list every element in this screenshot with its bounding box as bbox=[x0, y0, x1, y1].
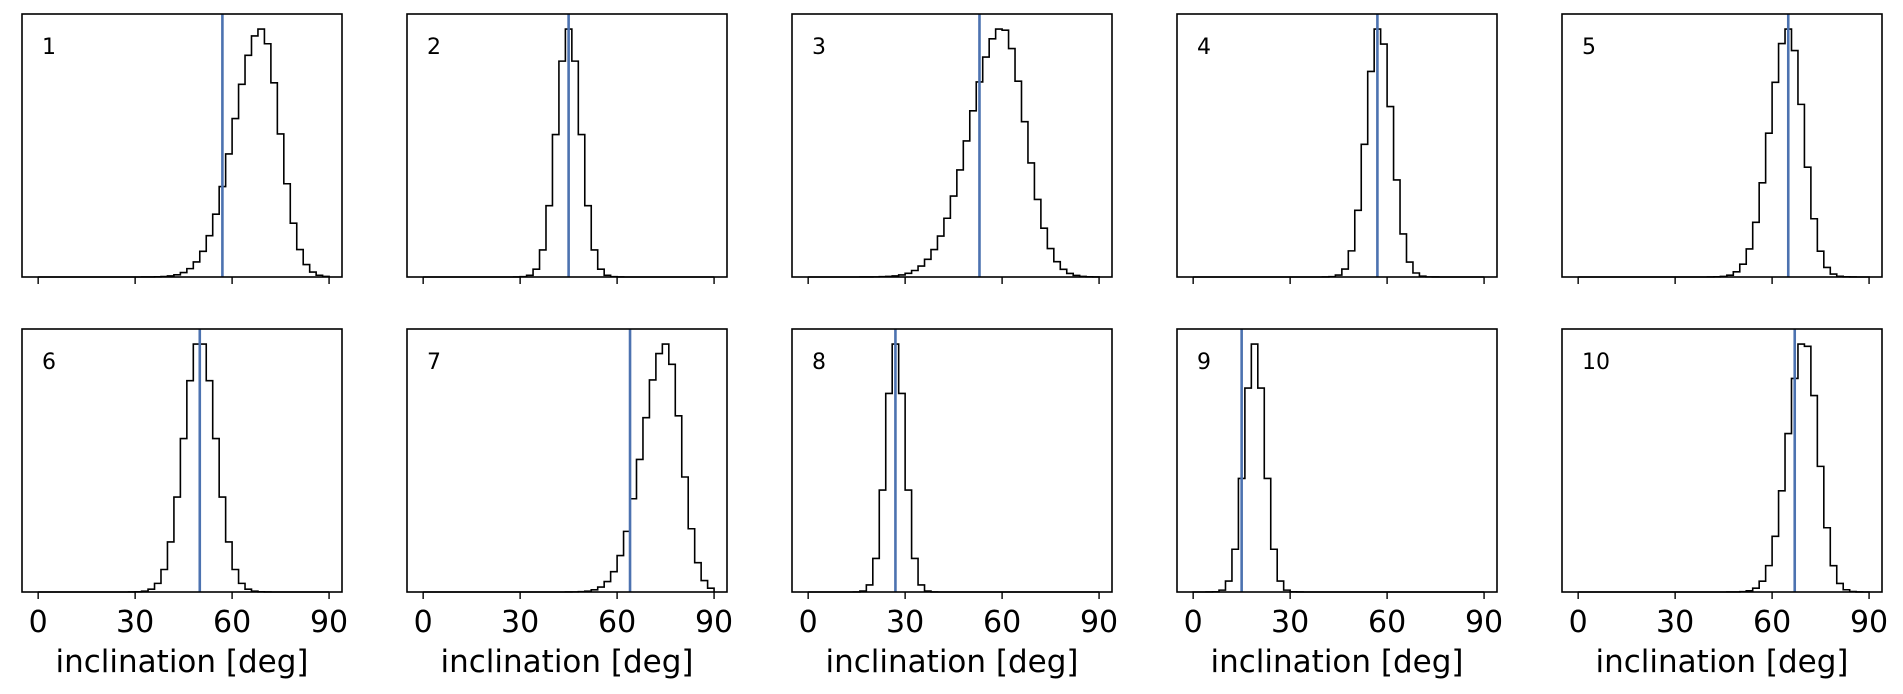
x-tick-label-6-1: 30 bbox=[116, 605, 154, 640]
x-tick-label-7-3: 90 bbox=[695, 605, 733, 640]
x-axis-label-8: inclination [deg] bbox=[825, 644, 1078, 680]
x-tick-label-10-3: 90 bbox=[1850, 605, 1888, 640]
x-tick-label-10-2: 60 bbox=[1753, 605, 1791, 640]
panel-frame-1 bbox=[21, 13, 343, 278]
x-tick-label-8-1: 30 bbox=[886, 605, 924, 640]
panel-frame-7 bbox=[406, 328, 728, 593]
x-axis-label-6: inclination [deg] bbox=[55, 644, 308, 680]
x-tick-label-7-2: 60 bbox=[598, 605, 636, 640]
x-axis-label-10: inclination [deg] bbox=[1595, 644, 1848, 680]
histogram-panel-4: 4 bbox=[1176, 13, 1498, 284]
histogram-step-9 bbox=[1193, 343, 1485, 593]
panel-label-8: 8 bbox=[812, 350, 826, 375]
histogram-panel-5: 5 bbox=[1561, 13, 1883, 284]
panel-label-3: 3 bbox=[812, 35, 826, 60]
x-tick-label-7-1: 30 bbox=[501, 605, 539, 640]
x-tick-label-9-1: 30 bbox=[1271, 605, 1309, 640]
panel-frame-10 bbox=[1561, 328, 1883, 593]
histogram-step-5 bbox=[1578, 28, 1870, 278]
histogram-step-7 bbox=[423, 343, 715, 593]
panel-label-1: 1 bbox=[42, 35, 56, 60]
x-tick-label-6-0: 0 bbox=[29, 605, 48, 640]
histogram-panel-3: 3 bbox=[791, 13, 1113, 284]
panel-frame-4 bbox=[1176, 13, 1498, 278]
panel-label-10: 10 bbox=[1582, 350, 1610, 375]
x-tick-label-8-2: 60 bbox=[983, 605, 1021, 640]
histogram-panel-2: 2 bbox=[406, 13, 728, 284]
panel-frame-5 bbox=[1561, 13, 1883, 278]
panel-label-4: 4 bbox=[1197, 35, 1211, 60]
x-tick-label-8-0: 0 bbox=[799, 605, 818, 640]
panel-label-5: 5 bbox=[1582, 35, 1596, 60]
x-tick-label-9-3: 90 bbox=[1465, 605, 1503, 640]
panel-label-6: 6 bbox=[42, 350, 56, 375]
panel-label-7: 7 bbox=[427, 350, 441, 375]
x-tick-label-10-1: 30 bbox=[1656, 605, 1694, 640]
histogram-step-1 bbox=[38, 28, 330, 278]
histogram-step-4 bbox=[1193, 28, 1485, 278]
x-tick-label-6-2: 60 bbox=[213, 605, 251, 640]
histogram-step-6 bbox=[38, 343, 330, 593]
x-axis-label-7: inclination [deg] bbox=[440, 644, 693, 680]
x-axis-label-9: inclination [deg] bbox=[1210, 644, 1463, 680]
panel-label-2: 2 bbox=[427, 35, 441, 60]
panel-frame-3 bbox=[791, 13, 1113, 278]
panel-label-9: 9 bbox=[1197, 350, 1211, 375]
panel-frame-9 bbox=[1176, 328, 1498, 593]
histogram-step-3 bbox=[808, 28, 1100, 278]
histogram-step-10 bbox=[1578, 343, 1870, 593]
x-tick-label-7-0: 0 bbox=[414, 605, 433, 640]
panel-frame-6 bbox=[21, 328, 343, 593]
x-tick-label-9-2: 60 bbox=[1368, 605, 1406, 640]
x-tick-label-9-0: 0 bbox=[1184, 605, 1203, 640]
x-tick-label-6-3: 90 bbox=[310, 605, 348, 640]
panel-frame-8 bbox=[791, 328, 1113, 593]
panel-frame-2 bbox=[406, 13, 728, 278]
histogram-step-8 bbox=[808, 343, 1100, 593]
x-tick-label-8-3: 90 bbox=[1080, 605, 1118, 640]
x-tick-label-10-0: 0 bbox=[1569, 605, 1588, 640]
histogram-panel-1: 1 bbox=[21, 13, 343, 284]
